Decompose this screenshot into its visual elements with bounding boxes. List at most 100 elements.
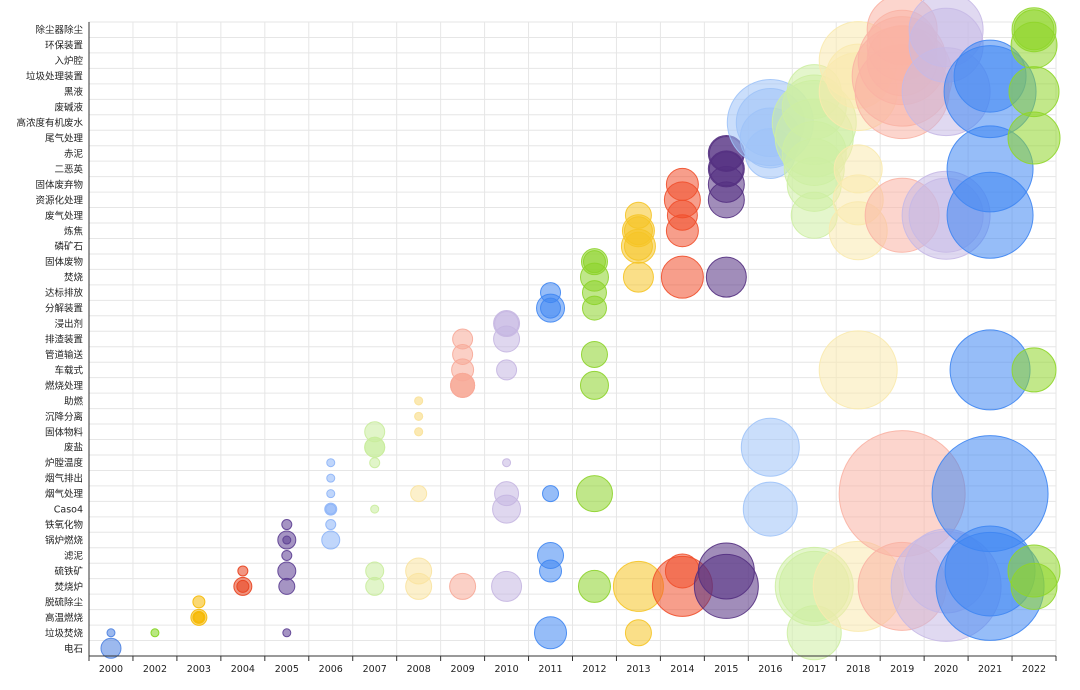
y-tick-label: 入炉腔 (54, 55, 83, 67)
y-tick-label: 二恶英 (54, 163, 83, 175)
bubble-2008 (414, 396, 424, 406)
y-tick-label: 锅炉燃烧 (45, 535, 84, 547)
bubble-2022 (1007, 111, 1061, 165)
bubble-2016 (742, 481, 798, 537)
bubble-2007 (370, 504, 380, 514)
y-tick-label: 电石 (64, 643, 83, 655)
y-tick-label: 固体物料 (45, 426, 84, 438)
bubble-2009 (449, 572, 477, 600)
y-tick-label: 固体废物 (45, 256, 84, 268)
x-tick-label: 2020 (934, 664, 958, 675)
bubble-2010 (491, 570, 523, 602)
y-tick-label: 磷矿石 (54, 241, 83, 253)
x-tick-label: 2010 (494, 664, 518, 675)
y-tick-label: 铁氧化物 (45, 519, 84, 531)
x-tick-label: 2019 (890, 664, 914, 675)
bubble-2009 (452, 328, 474, 350)
bubble-2008 (410, 485, 428, 503)
x-tick-label: 2005 (275, 664, 299, 675)
y-tick-label: 高温燃烧 (45, 612, 84, 624)
y-tick-label: 浸出剂 (54, 318, 83, 330)
bubble-2014 (660, 255, 704, 299)
bubble-2003 (192, 595, 206, 609)
x-tick-label: 2018 (846, 664, 870, 675)
y-tick-label: 尾气处理 (45, 132, 84, 144)
bubble-layer (100, 0, 1061, 661)
bubble-2012 (579, 370, 609, 400)
bubble-2005 (281, 519, 293, 531)
y-tick-label: 车载式 (54, 364, 83, 376)
y-tick-label: 垃圾处理装置 (26, 71, 83, 83)
bubble-2022 (1007, 544, 1061, 598)
bubble-2006 (325, 503, 337, 515)
bubble-2008 (405, 557, 433, 585)
y-tick-label: 高浓度有机废水 (16, 117, 83, 129)
bubble-2011 (540, 282, 562, 304)
bubble-2006 (326, 458, 336, 468)
bubble-2005 (281, 549, 293, 561)
bubble-2003 (193, 611, 205, 623)
y-tick-label: 烟气排出 (45, 473, 83, 485)
bubble-2012 (582, 250, 606, 274)
x-tick-label: 2007 (363, 664, 387, 675)
y-tick-label: 炼焦 (64, 225, 84, 237)
axis-layer: 2000 2002 2003 2004 2005 2006 2007 2008 2009 2010… (16, 22, 1057, 675)
bubble-2012 (575, 475, 613, 513)
x-tick-label: 2009 (451, 664, 475, 675)
x-tick-label: 2006 (319, 664, 343, 675)
y-tick-label: 焚烧 (64, 272, 84, 284)
y-tick-label: 焚烧炉 (54, 581, 83, 593)
x-tick-label: 2008 (407, 664, 431, 675)
bubble-2006 (326, 473, 336, 483)
bubble-2013 (624, 201, 652, 229)
x-tick-label: 2002 (143, 664, 167, 675)
y-tick-label: 排渣装置 (45, 334, 83, 346)
bubble-2007 (369, 457, 381, 469)
x-tick-label: 2004 (231, 664, 255, 675)
bubble-2007 (364, 421, 386, 443)
x-tick-label: 2011 (538, 664, 562, 675)
x-tick-label: 2013 (626, 664, 650, 675)
y-tick-label: 助燃 (64, 395, 84, 407)
bubble-2013 (624, 619, 652, 647)
y-tick-label: 资源化处理 (35, 194, 83, 206)
x-tick-label: 2016 (758, 664, 782, 675)
bubble-2004 (236, 579, 250, 593)
bubble-2013 (622, 261, 654, 293)
bubble-2015 (697, 542, 755, 600)
y-tick-label: 滤泥 (64, 550, 84, 562)
bubble-2008 (414, 411, 424, 421)
bubble-2014 (665, 167, 699, 201)
bubble-2022 (1013, 9, 1055, 51)
bubble-2000 (106, 628, 116, 638)
bubble-2012 (580, 340, 608, 368)
x-tick-label: 2021 (978, 664, 1002, 675)
x-tick-label: 2015 (714, 664, 738, 675)
y-tick-label: 管道输送 (45, 349, 84, 361)
bubble-2006 (321, 530, 341, 550)
bubble-2008 (414, 427, 424, 437)
bubble-2018 (833, 144, 883, 194)
y-tick-label: 黑液 (64, 86, 84, 98)
bubble-2004 (237, 565, 249, 577)
y-tick-label: 脱硫除尘 (45, 596, 84, 608)
y-tick-label: 废盐 (64, 442, 84, 454)
bubble-2022 (1011, 347, 1057, 393)
bubble-2010 (502, 458, 512, 468)
y-tick-label: 固体废弃物 (35, 179, 83, 191)
bubble-2012 (577, 569, 611, 603)
bubble-2002 (150, 628, 160, 638)
y-tick-label: 废气处理 (45, 210, 84, 222)
bubble-2022 (1008, 66, 1060, 118)
y-tick-label: 分解装置 (45, 303, 83, 315)
y-tick-label: 硫铁矿 (54, 565, 83, 577)
bubble-2016 (740, 417, 800, 477)
bubble-2006 (325, 519, 337, 531)
y-tick-label: 废碱液 (54, 102, 83, 114)
bubble-2007 (365, 561, 385, 581)
y-tick-label: 炉膛温度 (45, 457, 84, 469)
bubble-2000 (100, 637, 122, 659)
x-tick-label: 2000 (99, 664, 123, 675)
